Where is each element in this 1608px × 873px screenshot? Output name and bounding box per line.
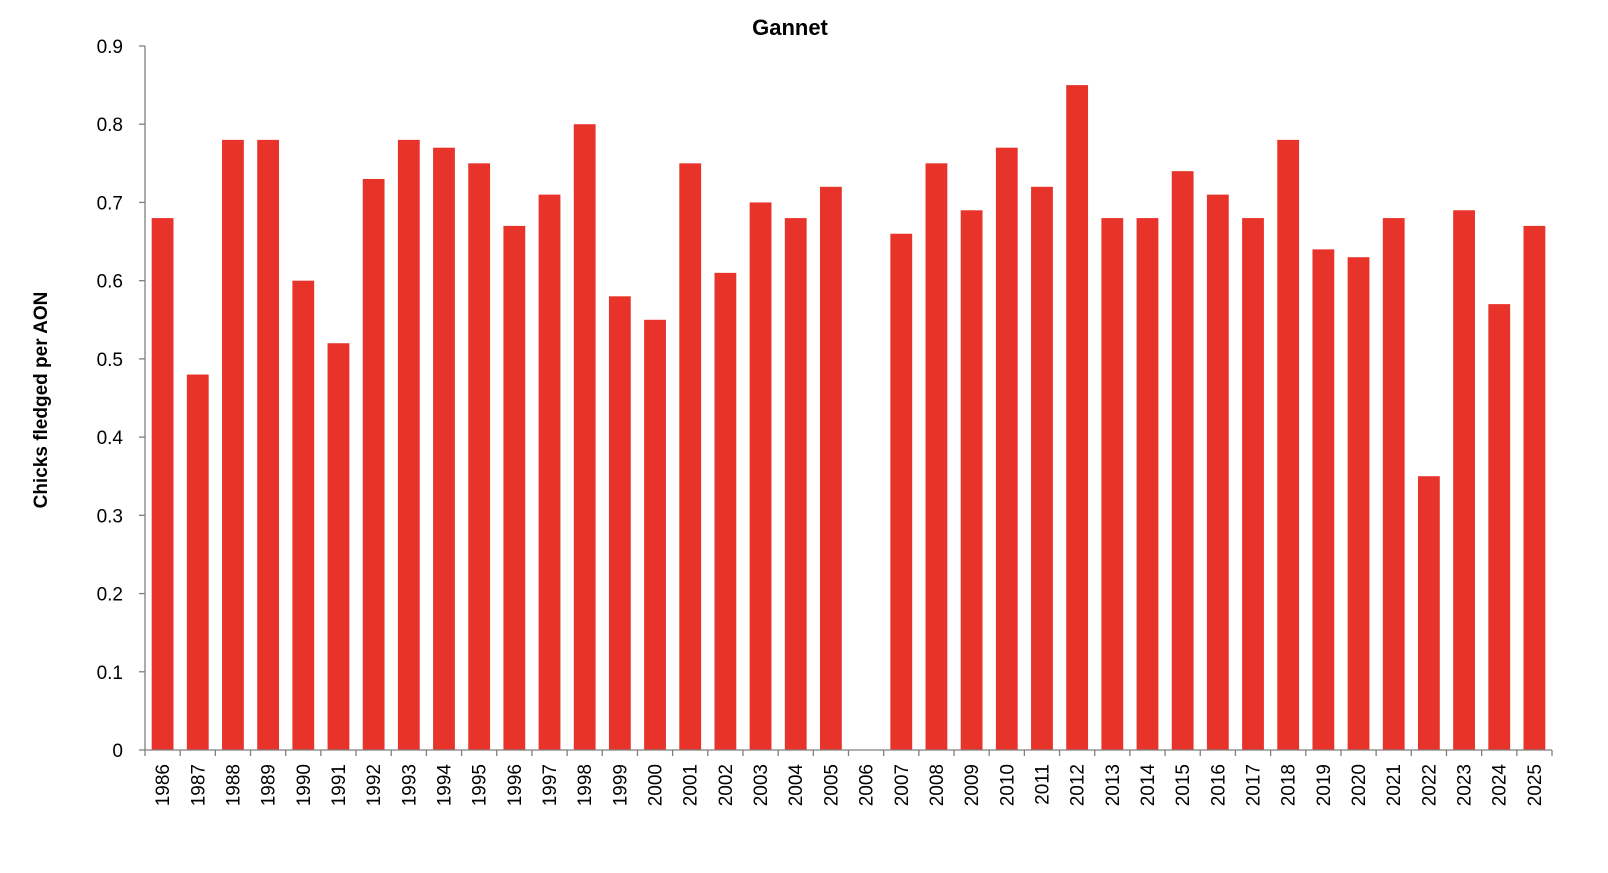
bar-2015 (1171, 171, 1194, 750)
y-axis-label: Chicks fledged per AON (31, 292, 52, 509)
bar-2002 (714, 272, 737, 750)
x-tick-label-1997: 1997 (540, 764, 561, 806)
bar-2010 (995, 147, 1018, 750)
bar-2020 (1347, 257, 1370, 750)
bar-2011 (1031, 186, 1053, 751)
bar-1997 (538, 194, 561, 750)
bar-2009 (960, 210, 983, 750)
x-tick-label-2014: 2014 (1138, 764, 1159, 807)
y-axis-ticks: 0 0.1 0.2 0.3 0.4 0.5 0.6 0.7 0.8 0.9 (97, 37, 145, 762)
x-tick-label-2009: 2009 (962, 764, 983, 806)
x-tick-label-1998: 1998 (575, 764, 596, 806)
x-tick-label-1999: 1999 (610, 764, 631, 806)
bar-1998 (573, 124, 596, 751)
y-tick-label: 0.3 (97, 506, 123, 527)
bar-1988 (222, 139, 244, 750)
x-tick-label-2006: 2006 (857, 764, 878, 806)
bar-1991 (327, 343, 350, 750)
bar-2019 (1312, 249, 1335, 750)
x-tick-label-2021: 2021 (1384, 764, 1405, 806)
x-tick-label-1994: 1994 (434, 764, 455, 807)
y-tick-label: 0.4 (97, 428, 124, 449)
bar-2018 (1277, 139, 1300, 750)
x-tick-label-2008: 2008 (927, 764, 948, 806)
bar-1995 (468, 163, 491, 750)
bar-1999 (608, 296, 631, 750)
y-tick-label: 0.2 (97, 585, 123, 606)
bars-layer (151, 85, 1546, 751)
x-tick-label-1988: 1988 (223, 764, 244, 806)
bar-2022 (1417, 476, 1440, 750)
bar-2023 (1453, 210, 1475, 750)
bar-2005 (820, 186, 842, 751)
x-tick-label-2022: 2022 (1419, 764, 1440, 806)
x-tick-label-1987: 1987 (188, 764, 209, 806)
bar-1993 (397, 139, 420, 750)
bar-1996 (503, 225, 526, 750)
x-tick-label-2002: 2002 (716, 764, 737, 806)
x-tick-label-2001: 2001 (681, 764, 702, 806)
bar-2017 (1242, 218, 1264, 751)
x-tick-label-2023: 2023 (1455, 764, 1476, 806)
x-tick-label-2018: 2018 (1279, 764, 1300, 806)
y-tick-label: 0.1 (97, 663, 123, 684)
bar-1990 (292, 280, 315, 750)
x-tick-label-1993: 1993 (399, 764, 420, 806)
bar-1986 (151, 218, 174, 751)
x-tick-label-2011: 2011 (1032, 764, 1053, 805)
bar-2001 (679, 163, 702, 750)
y-tick-label: 0.7 (97, 193, 123, 214)
bar-2007 (890, 233, 913, 751)
bar-1994 (433, 147, 455, 750)
x-tick-label-1996: 1996 (505, 764, 526, 806)
y-tick-label: 0.8 (97, 115, 123, 136)
bar-2024 (1488, 304, 1511, 750)
bar-1987 (186, 374, 209, 750)
chart-title: Gannet (752, 15, 828, 40)
x-tick-label-2005: 2005 (821, 764, 842, 806)
x-tick-label-2012: 2012 (1068, 764, 1089, 806)
bar-1989 (257, 139, 280, 750)
bar-2003 (749, 202, 772, 750)
x-tick-label-1991: 1991 (329, 764, 350, 806)
x-tick-label-1990: 1990 (294, 764, 315, 806)
x-tick-label-2007: 2007 (892, 764, 913, 806)
bar-2021 (1382, 218, 1405, 751)
x-tick-label-1995: 1995 (470, 764, 491, 806)
y-tick-label: 0.5 (97, 350, 123, 371)
bar-1992 (362, 178, 385, 751)
x-tick-label-2003: 2003 (751, 764, 772, 806)
x-tick-label-2024: 2024 (1490, 764, 1511, 807)
x-tick-label-2020: 2020 (1349, 764, 1370, 806)
x-tick-label-2015: 2015 (1173, 764, 1194, 806)
bar-2013 (1101, 218, 1124, 751)
x-tick-label-2004: 2004 (786, 764, 807, 807)
x-tick-label-1992: 1992 (364, 764, 385, 806)
x-tick-label-2000: 2000 (646, 764, 667, 806)
x-tick-label-2019: 2019 (1314, 764, 1335, 806)
bar-2008 (925, 163, 948, 750)
bar-2012 (1066, 85, 1089, 751)
x-tick-label-2013: 2013 (1103, 764, 1124, 806)
x-axis-ticks: 1986 1987 1988 1989 1990 1991 1992 1993 1994 1995… (144, 750, 1553, 807)
x-tick-label-1989: 1989 (259, 764, 280, 806)
y-tick-label: 0 (112, 741, 123, 762)
bar-2000 (644, 319, 666, 750)
y-tick-label: 0.9 (97, 37, 123, 58)
bar-2014 (1136, 218, 1159, 751)
y-tick-label: 0.6 (97, 272, 123, 293)
x-tick-label-2017: 2017 (1244, 764, 1265, 806)
bar-2004 (784, 218, 807, 751)
x-tick-label-2016: 2016 (1208, 764, 1229, 806)
bar-2016 (1206, 194, 1229, 750)
x-tick-label-1986: 1986 (153, 764, 174, 806)
x-tick-label-2010: 2010 (997, 764, 1018, 806)
x-tick-label-2025: 2025 (1525, 764, 1546, 806)
bar-2025 (1523, 225, 1546, 750)
